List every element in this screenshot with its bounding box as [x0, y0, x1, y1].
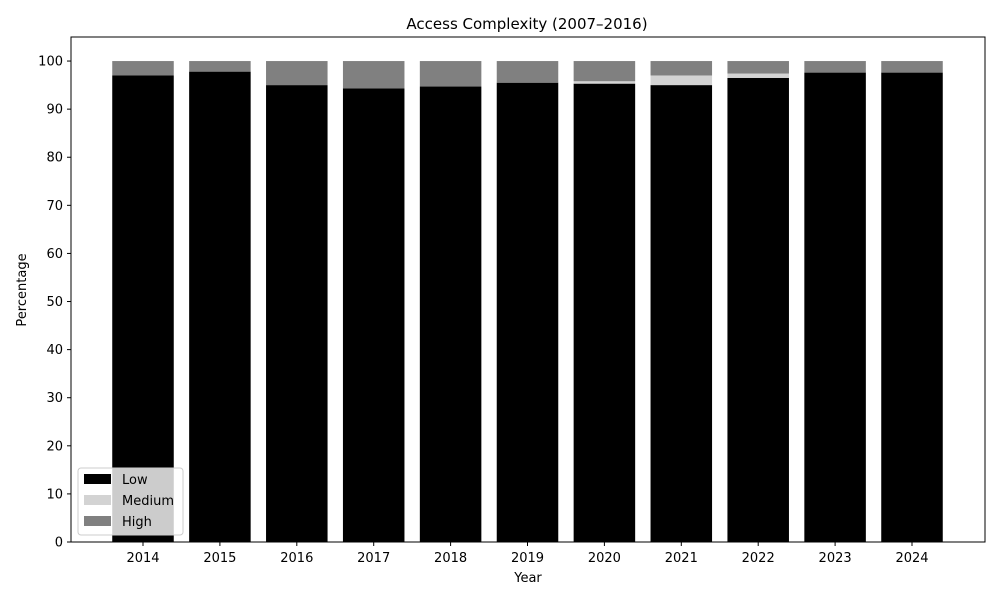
y-tick-label: 80 — [46, 151, 63, 166]
bar-high-2020 — [573, 61, 636, 82]
y-tick-label: 0 — [55, 536, 63, 551]
y-tick-label: 40 — [46, 343, 63, 358]
bar-high-2016 — [266, 61, 328, 86]
y-tick-label: 70 — [46, 199, 63, 214]
y-tick-label: 90 — [46, 103, 63, 118]
bar-low-2023 — [804, 72, 866, 542]
bars-group — [112, 61, 943, 543]
plot-frame — [70, 36, 986, 543]
x-axis: 2014 2015 2016 2017 2018 2019 2020 2021 2022 2023… — [126, 542, 929, 566]
x-tick-label: 2023 — [819, 551, 852, 566]
bar-low-2018 — [419, 86, 482, 543]
y-tick-label: 60 — [46, 247, 63, 262]
legend-swatch-medium — [84, 495, 111, 505]
bar-high-2017 — [342, 61, 405, 89]
x-axis-label: Year — [513, 571, 542, 586]
x-tick-label: 2024 — [895, 551, 928, 566]
x-tick-label: 2021 — [665, 551, 698, 566]
bar-high-2022 — [727, 61, 789, 74]
x-tick-label: 2022 — [742, 551, 775, 566]
y-axis-label: Percentage — [15, 253, 30, 326]
legend-swatch-high — [84, 516, 111, 526]
y-tick-label: 100 — [38, 55, 63, 70]
x-tick-label: 2018 — [434, 551, 467, 566]
bar-low-2020 — [573, 83, 636, 543]
y-axis: 0 10 20 30 40 50 60 70 80 90 100 — [38, 55, 71, 551]
bar-low-2021 — [650, 85, 713, 542]
x-tick-label: 2014 — [126, 551, 159, 566]
bar-high-2024 — [881, 61, 943, 73]
chart-title: Access Complexity (2007–2016) — [406, 15, 647, 33]
bar-low-2016 — [266, 85, 328, 542]
x-tick-label: 2019 — [511, 551, 544, 566]
bar-low-2019 — [496, 82, 559, 542]
bar-medium-2020 — [573, 81, 636, 84]
bar-high-2015 — [189, 61, 251, 72]
bar-low-2015 — [189, 71, 251, 542]
bar-high-2014 — [112, 61, 174, 76]
x-tick-label: 2020 — [588, 551, 621, 566]
legend-label-low: Low — [122, 473, 148, 488]
y-tick-label: 20 — [46, 439, 63, 454]
x-tick-label: 2017 — [357, 551, 390, 566]
bar-high-2021 — [650, 61, 713, 76]
x-tick-label: 2015 — [203, 551, 236, 566]
bar-low-2022 — [727, 77, 789, 542]
y-tick-label: 10 — [46, 487, 63, 502]
bar-medium-2021 — [650, 75, 713, 86]
x-tick-label: 2016 — [280, 551, 313, 566]
bar-low-2017 — [342, 88, 405, 542]
bar-high-2023 — [804, 61, 866, 73]
bar-medium-2022 — [727, 73, 789, 78]
legend-swatch-low — [84, 474, 111, 484]
bar-low-2024 — [881, 72, 943, 542]
bar-low-2014 — [112, 75, 174, 542]
legend: Low Medium High — [77, 467, 184, 536]
y-tick-label: 30 — [46, 391, 63, 406]
y-tick-label: 50 — [46, 295, 63, 310]
legend-label-medium: Medium — [122, 494, 174, 509]
bar-high-2018 — [419, 61, 482, 87]
legend-label-high: High — [122, 515, 152, 530]
bar-high-2019 — [496, 61, 559, 83]
